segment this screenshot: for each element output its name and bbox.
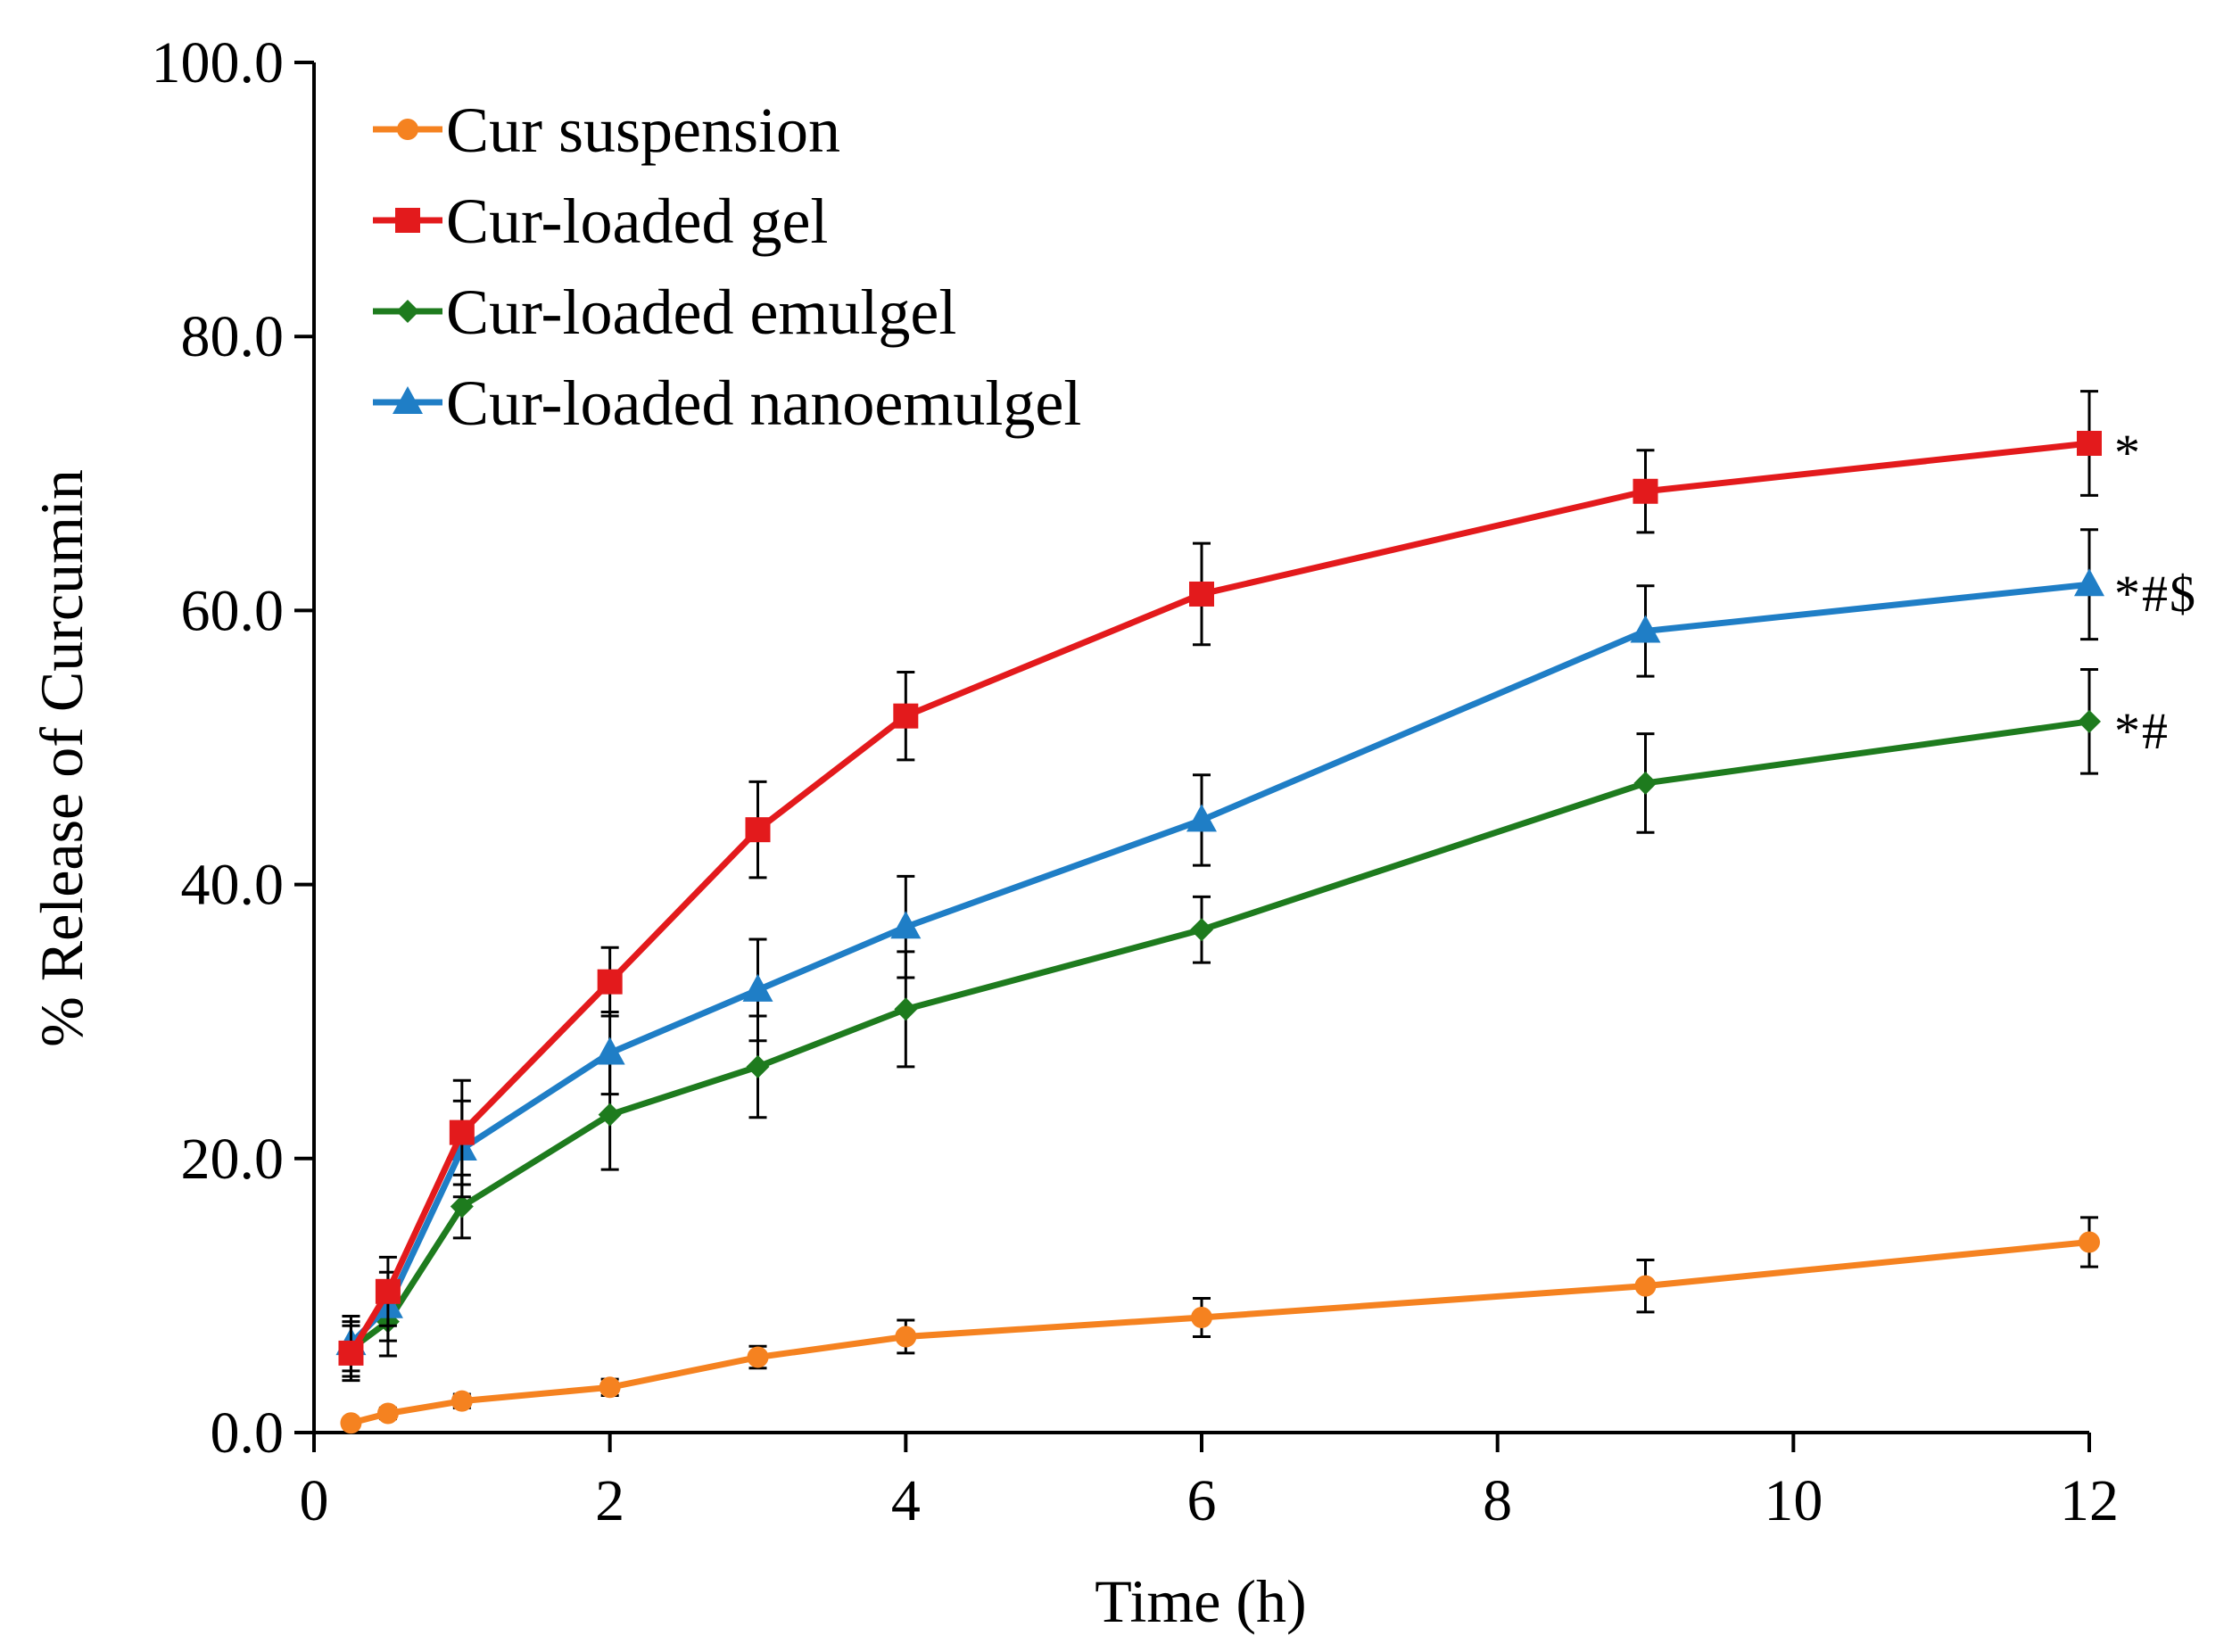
legend-item: Cur suspension <box>373 95 840 166</box>
data-point <box>2079 1231 2100 1253</box>
legend-label: Cur-loaded nanoemulgel <box>446 368 1081 439</box>
legend-item: Cur-loaded nanoemulgel <box>373 368 1081 439</box>
data-point <box>1189 581 1214 607</box>
data-point <box>745 817 771 843</box>
data-point <box>375 1278 401 1304</box>
x-ticks: 0 2 4 6 8 10 12 <box>300 1433 2119 1533</box>
y-tick-label: 0.0 <box>211 1400 285 1466</box>
x-tick-label: 4 <box>891 1468 921 1533</box>
data-point <box>2078 709 2101 733</box>
data-point <box>450 1194 474 1218</box>
data-point <box>1630 615 1661 643</box>
legend-item: Cur-loaded gel <box>373 186 828 257</box>
legend-marker <box>397 119 418 140</box>
significance-annotation: * <box>2114 424 2142 482</box>
legend: Cur suspension Cur-loaded gel Cur-loaded e… <box>373 95 1081 439</box>
x-tick-label: 12 <box>2060 1468 2119 1533</box>
data-point <box>890 911 922 939</box>
series-layer <box>335 390 2104 1434</box>
data-point <box>1191 1306 1212 1328</box>
data-point <box>742 973 773 1002</box>
series-line <box>348 440 2090 1355</box>
legend-marker <box>396 300 419 323</box>
data-point <box>449 1119 475 1145</box>
data-point <box>1190 918 1213 942</box>
data-point <box>1186 804 1217 832</box>
data-point <box>2077 431 2102 457</box>
data-point <box>747 1346 769 1368</box>
y-tick-label: 100.0 <box>152 30 285 95</box>
data-point <box>1633 771 1657 795</box>
legend-item: Cur-loaded emulgel <box>373 277 956 348</box>
x-tick-label: 10 <box>1764 1468 1823 1533</box>
data-point <box>1634 1275 1657 1297</box>
data-point <box>893 703 919 729</box>
y-axis-title: % Release of Curcumin <box>28 469 95 1047</box>
data-point <box>1633 478 1658 504</box>
series-cur-suspension <box>340 1216 2100 1434</box>
data-point <box>594 1037 625 1065</box>
y-tick-label: 40.0 <box>181 853 285 918</box>
data-point <box>451 1390 473 1412</box>
axes-group: 0.0 20.0 40.0 60.0 80.0 100.0 0 2 4 6 8 10 12 <box>152 30 2120 1533</box>
legend-label: Cur-loaded emulgel <box>446 277 956 348</box>
data-point <box>599 1376 621 1399</box>
y-tick-label: 80.0 <box>181 304 285 369</box>
data-point <box>2074 568 2104 597</box>
x-tick-label: 6 <box>1187 1468 1217 1533</box>
data-point <box>895 1326 917 1348</box>
data-point <box>597 969 623 995</box>
x-tick-label: 8 <box>1483 1468 1512 1533</box>
series-cur-loaded-gel <box>338 390 2102 1383</box>
legend-label: Cur suspension <box>446 95 840 166</box>
data-point <box>746 1054 770 1078</box>
y-tick-label: 20.0 <box>181 1127 285 1192</box>
data-point <box>894 997 918 1021</box>
data-point <box>376 1402 399 1425</box>
x-axis-title: Time (h) <box>1095 1567 1306 1635</box>
annotation-layer: *# *#$ * <box>2114 424 2197 760</box>
data-point <box>340 1412 362 1434</box>
series-cur-loaded-nanoemulgel <box>335 528 2104 1373</box>
series-cur-loaded-emulgel <box>339 667 2101 1378</box>
series-line <box>348 581 2090 1346</box>
x-tick-label: 2 <box>595 1468 624 1533</box>
y-ticks: 0.0 20.0 40.0 60.0 80.0 100.0 <box>152 30 314 1466</box>
x-tick-label: 0 <box>300 1468 329 1533</box>
significance-annotation: *# <box>2114 702 2170 760</box>
data-point <box>338 1340 364 1366</box>
data-point <box>598 1103 622 1127</box>
legend-label: Cur-loaded gel <box>446 186 828 257</box>
significance-annotation: *#$ <box>2114 565 2197 623</box>
y-tick-label: 60.0 <box>181 578 285 643</box>
legend-marker <box>395 208 420 233</box>
legend-marker <box>393 386 423 414</box>
